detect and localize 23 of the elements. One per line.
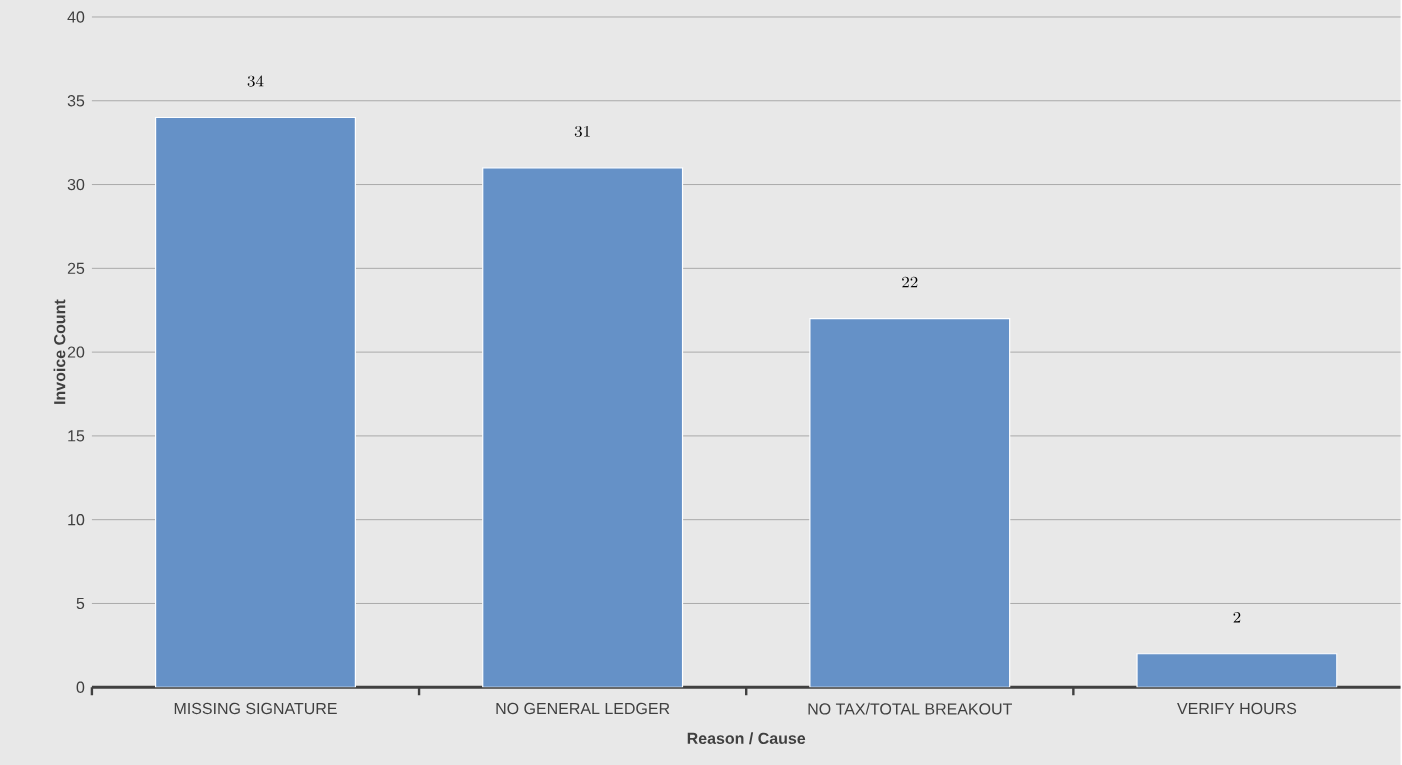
data-label: 31 [574, 125, 590, 137]
bar [482, 167, 684, 688]
data-label: 2 [1233, 611, 1241, 623]
y-tick-label: 25 [67, 262, 85, 274]
y-tick-label: 20 [67, 346, 85, 358]
x-tick-label: NO TAX/TOTAL BREAKOUT [808, 702, 1012, 715]
x-tick-label: MISSING SIGNATURE [174, 702, 337, 715]
y-tick-label: 30 [67, 178, 85, 191]
data-label: 22 [902, 276, 918, 288]
y-tick-label: 15 [68, 430, 85, 442]
bar [1136, 653, 1338, 688]
y-tick-label: 10 [68, 513, 85, 526]
y-axis-title: Invoice Count [53, 299, 66, 404]
bar [809, 317, 1011, 688]
y-tick-label: 5 [76, 597, 85, 609]
y-tick-label: 35 [67, 95, 85, 107]
y-tick-label: 0 [76, 681, 85, 693]
x-tick-label: NO GENERAL LEDGER [496, 702, 670, 715]
data-label: 34 [247, 75, 264, 87]
x-tick-label: VERIFY HOURS [1177, 702, 1297, 715]
bar [154, 116, 356, 688]
y-tick-label: 40 [67, 11, 85, 23]
x-axis-title: Reason / Cause [687, 732, 806, 745]
